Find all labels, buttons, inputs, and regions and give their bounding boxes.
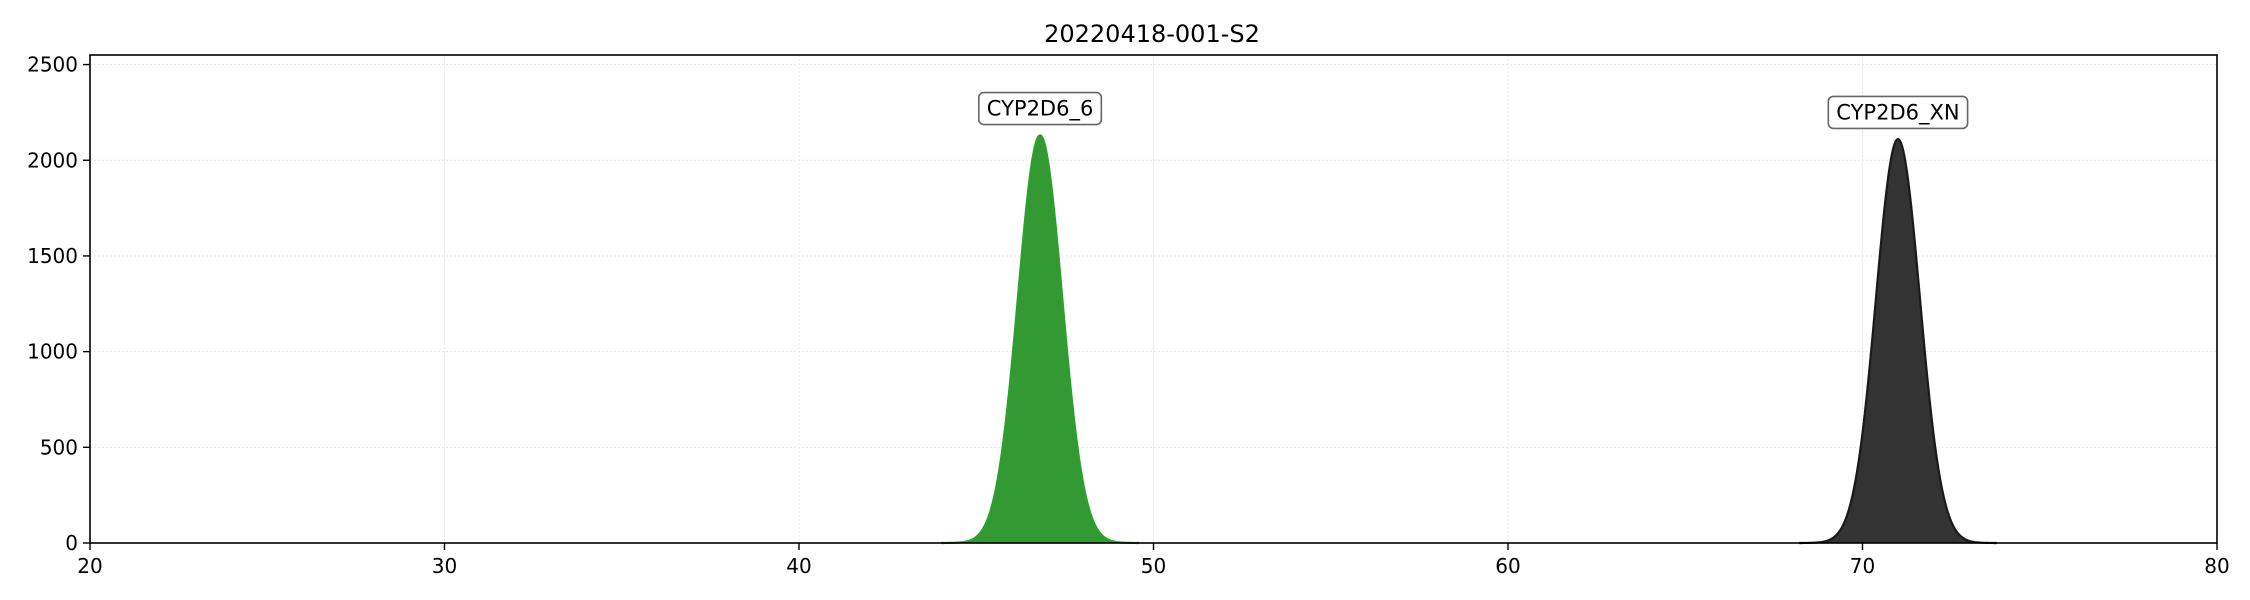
peak-outline xyxy=(1799,138,1997,545)
y-tick-label: 2500 xyxy=(27,53,78,77)
series-layer xyxy=(941,134,1997,545)
tick-layer: 20 30 40 50 60 70 80 0 500 1000 1500 2000 2500 xyxy=(27,53,2230,578)
y-tick-label: 2000 xyxy=(27,148,78,172)
peak-label-text: CYP2D6_6 xyxy=(987,97,1094,122)
peak-area xyxy=(941,135,1139,543)
series-cyp2d6-xn xyxy=(1799,138,1997,545)
x-tick-label: 70 xyxy=(1850,554,1875,578)
x-tick-label: 40 xyxy=(786,554,811,578)
x-tick-label: 30 xyxy=(432,554,457,578)
y-tick-label: 1000 xyxy=(27,340,78,364)
peak-label-text: CYP2D6_XN xyxy=(1836,100,1959,125)
y-tick-label: 500 xyxy=(40,435,78,459)
x-tick-label: 80 xyxy=(2204,554,2229,578)
annotation-layer: CYP2D6_6 CYP2D6_XN xyxy=(977,91,1969,130)
peak-label-cyp2d6-xn: CYP2D6_XN xyxy=(1827,95,1969,130)
series-cyp2d6-6 xyxy=(941,134,1139,545)
peak-label-box xyxy=(1827,95,1969,130)
peak-area xyxy=(1799,139,1997,543)
peak-label-cyp2d6-6: CYP2D6_6 xyxy=(977,91,1103,126)
x-tick-label: 60 xyxy=(1495,554,1520,578)
y-tick-label: 0 xyxy=(65,531,78,555)
chart-title: 20220418-001-S2 xyxy=(1044,20,1260,48)
peak-label-box xyxy=(977,91,1103,126)
y-tick-label: 1500 xyxy=(27,244,78,268)
peak-outline xyxy=(941,134,1139,545)
x-tick-label: 50 xyxy=(1141,554,1166,578)
x-tick-label: 20 xyxy=(77,554,102,578)
